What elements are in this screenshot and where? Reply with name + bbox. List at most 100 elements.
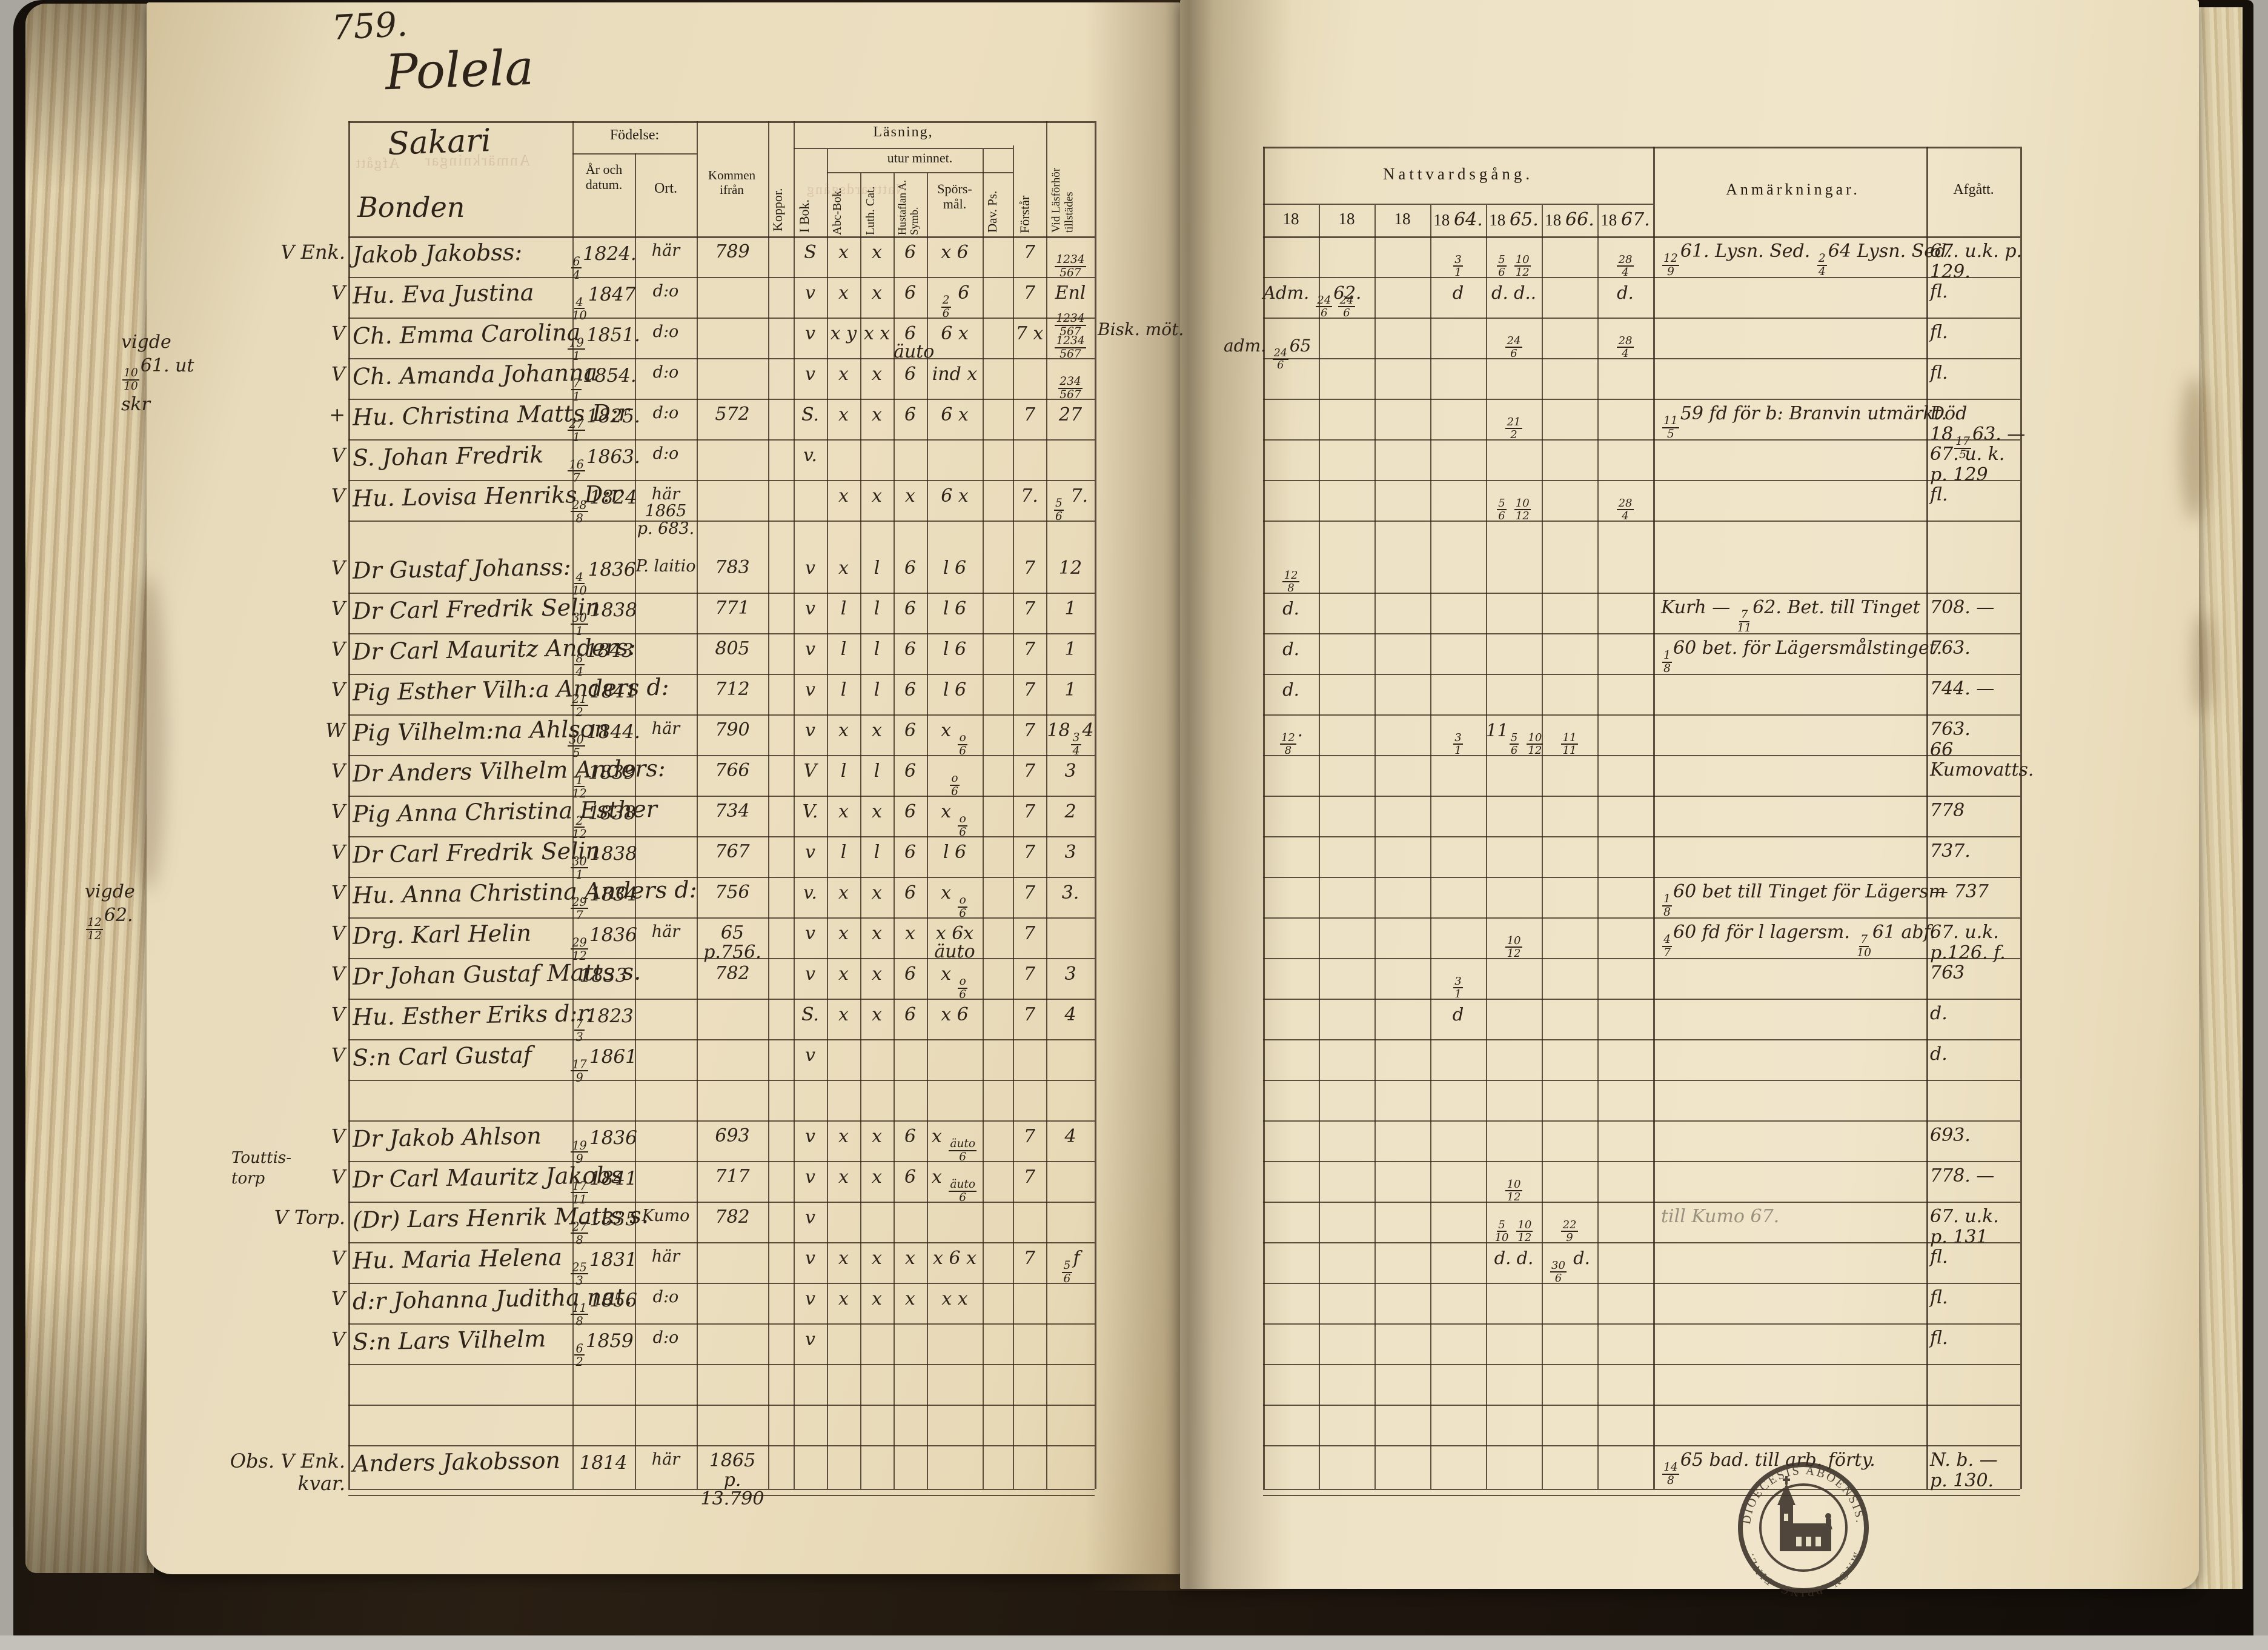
gutter-note: Bisk. möt. (1098, 319, 1184, 339)
rule-line (1263, 1039, 2020, 1040)
communion-cell: d. d.. (1491, 282, 1536, 303)
communion-cell: d. (1617, 282, 1634, 303)
reading-mark-cell: S (804, 242, 817, 263)
communion-cell: 10 12 (1486, 923, 1542, 959)
reading-mark-cell: v (805, 364, 815, 385)
reading-mark-cell: l 6 (943, 679, 967, 700)
reading-mark-cell: x (838, 1004, 849, 1025)
reading-mark-cell: 7 (1023, 842, 1036, 863)
rule-line (348, 593, 1095, 594)
rule-line (983, 149, 984, 1489)
reading-mark-cell: 6 (904, 760, 917, 782)
reading-mark-cell: 6 x (941, 485, 969, 507)
reading-mark-cell: x (838, 801, 849, 822)
rule-line (1046, 121, 1047, 1489)
seal-bottom-text: MAGN. PRINC. FINL. (1743, 1551, 1862, 1597)
reading-mark-cell: x (838, 1288, 849, 1309)
reading-mark-cell: v (805, 557, 815, 579)
year-column-header: 18 64. (1433, 209, 1483, 230)
reading-mark-cell: v (805, 679, 815, 700)
origin-page-cell: 782 (715, 963, 750, 984)
departed-cell: 763 (1930, 962, 1965, 983)
reading-mark-cell: l 6 (943, 842, 967, 863)
reading-mark-cell: x 6 (941, 1004, 969, 1025)
reading-mark-cell: x (872, 1288, 882, 1309)
birth-date-cell: 19 9 1836 (563, 1127, 643, 1165)
reading-mark-cell: l (840, 760, 847, 782)
header-sporsmal: Spörs-mål. (937, 181, 972, 211)
origin-page-cell: 771 (715, 597, 750, 619)
reading-mark-cell: l (874, 639, 880, 660)
departed-cell: 744. — (1930, 678, 1995, 699)
reading-mark-cell: v (805, 923, 815, 944)
header-dav-ps: Dav. Ps. (985, 190, 1000, 233)
reading-mark-cell: 7 (1023, 282, 1036, 304)
rule-line (348, 318, 1095, 319)
page-title: Polela (384, 39, 535, 101)
departed-cell: fl. (1930, 281, 1948, 302)
reading-mark-cell: l (840, 639, 847, 660)
reading-mark-cell: 7 (1023, 1126, 1036, 1147)
departed-cell: fl. (1930, 1328, 1948, 1349)
reading-mark-cell: x (838, 485, 849, 507)
departed-cell: 67. u.k. p. 129. (1930, 241, 2023, 282)
communion-cell: 28 4 (1597, 242, 1653, 278)
reading-mark-cell: x x (941, 1288, 968, 1309)
birth-date-cell: 29 12 1836 (563, 924, 643, 962)
reading-mark-cell: v (805, 1207, 815, 1228)
reading-mark-cell: 3. (1061, 882, 1079, 903)
reading-mark-cell: x (905, 1248, 915, 1269)
departed-cell: d. (1930, 1043, 1948, 1065)
print-bleed-text: Anmärkningar (424, 151, 531, 169)
departed-cell: 67. u.k. p. 131 (1930, 1206, 1999, 1248)
reading-mark-cell: x (872, 923, 882, 944)
reading-mark-cell: 4 (1064, 1004, 1076, 1025)
origin-page-cell: 712 (715, 679, 750, 700)
origin-page-cell: 782 (715, 1206, 750, 1228)
departed-cell: 67. u. k. p. 129 (1930, 444, 2005, 485)
rule-line (348, 674, 1095, 675)
reading-mark-cell: 7 (1023, 242, 1036, 263)
birthplace-cell: Kumo (642, 1206, 690, 1225)
reading-mark-cell: 7. (1021, 485, 1038, 507)
reading-mark-cell: 1234 567 (1046, 244, 1095, 279)
reading-mark-cell: v (805, 963, 815, 985)
reading-mark-cell: v (805, 1329, 815, 1350)
communion-cell: 10 12 (1486, 1167, 1542, 1203)
birthplace-cell: P. laitio (635, 557, 696, 576)
communion-cell: Adm. 24 6 62. (1263, 282, 1362, 320)
reading-mark-cell: 7 (1023, 720, 1036, 741)
reading-mark-cell: 6 (904, 404, 917, 425)
rule-line (1263, 999, 2020, 1000)
reading-mark-cell: v (805, 1248, 815, 1269)
reading-mark-cell: v (805, 639, 815, 660)
rule-line (1263, 1495, 2020, 1496)
rule-line (348, 521, 1095, 522)
birthplace-cell: d:o (652, 363, 679, 382)
rule-line (1263, 1445, 2020, 1446)
reading-mark-cell: x (838, 282, 849, 304)
margin-mark: W (325, 719, 345, 742)
departed-cell: Död 18 17 5 63. — (1930, 403, 2026, 461)
margin-mark: V (331, 881, 345, 904)
header-afgatt: Afgått. (1953, 182, 1994, 198)
rule-line (348, 1323, 1095, 1325)
rule-line (348, 277, 1095, 278)
reading-mark-cell: 7 (1023, 1166, 1036, 1188)
rule-line (794, 148, 1013, 149)
departed-cell: 778. — (1930, 1165, 1995, 1186)
reading-mark-cell: v (805, 323, 815, 344)
rule-line (572, 153, 697, 155)
reading-mark-cell: x 6x äuto (934, 923, 975, 962)
rule-line (1263, 714, 2020, 716)
communion-cell: 11 11 (1542, 720, 1597, 756)
communion-cell: 30 6 d. (1542, 1248, 1597, 1284)
birth-date-cell: 25 3 1831 (563, 1249, 643, 1286)
reading-mark-cell: x (872, 1004, 882, 1025)
origin-page-cell: 790 (715, 719, 750, 740)
reading-mark-cell: x (838, 1248, 849, 1269)
birth-date-cell: 4 10 1847 (572, 284, 636, 322)
rule-line (794, 121, 795, 1489)
communion-cell: d (1452, 282, 1464, 303)
